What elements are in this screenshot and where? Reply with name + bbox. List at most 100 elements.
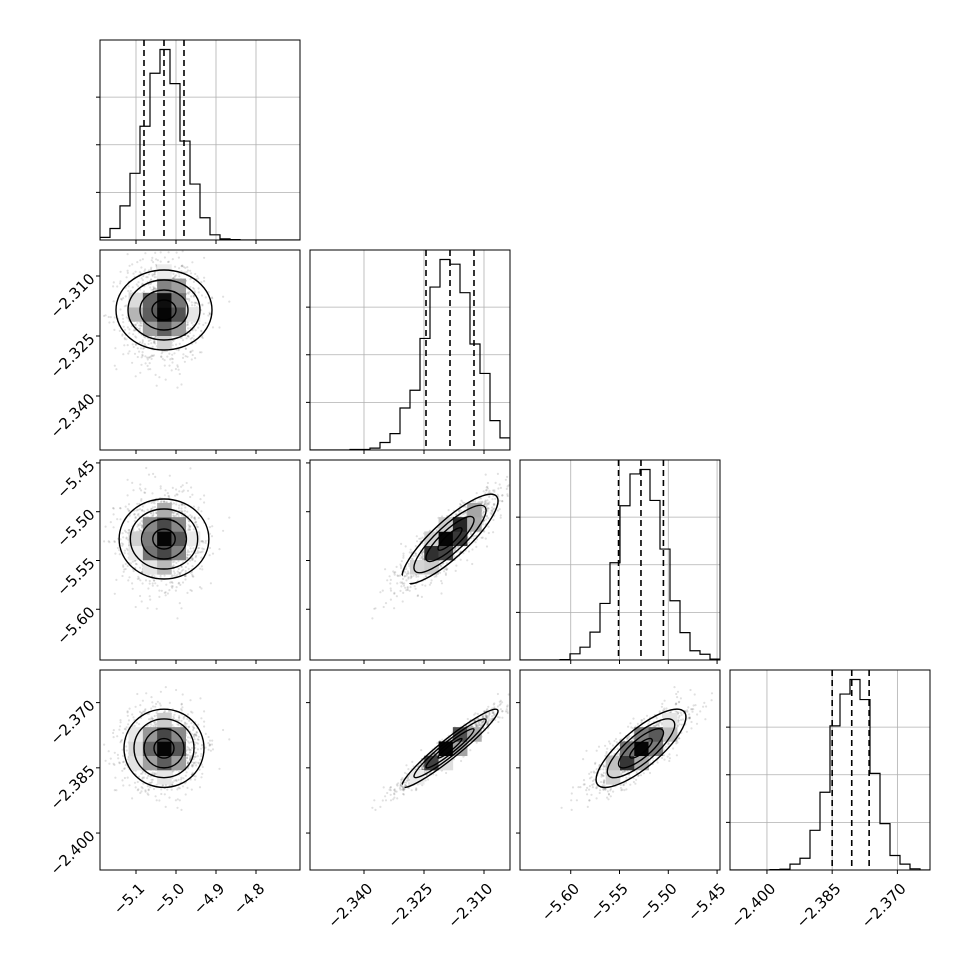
sample-point [172,564,175,567]
sample-point [395,595,398,598]
sample-point [191,558,194,561]
sample-point [400,565,403,568]
sample-point [199,567,202,570]
sample-point [475,492,478,495]
sample-point [190,788,193,791]
sample-point [133,513,136,516]
sample-point [179,510,183,513]
sample-point [501,494,504,497]
sample-point [151,256,154,259]
sample-point [506,494,509,498]
sample-point [186,786,189,790]
sample-point [505,487,508,490]
sample-point [179,724,183,728]
sample-point [402,552,405,555]
sample-point [159,251,162,254]
sample-point [154,335,157,338]
sample-point [198,762,201,765]
sample-point [177,513,180,516]
sample-point [389,598,392,601]
sample-point [174,494,177,497]
sample-point [140,716,143,720]
sample-point [482,510,485,513]
sample-point [134,335,137,338]
sample-point [406,588,409,592]
sample-point [136,789,139,792]
sample-point [153,772,156,775]
sample-point [120,298,123,301]
panel-frame [99,39,301,241]
sample-point [134,323,137,326]
sample-point [201,765,204,769]
sample-point [197,326,200,329]
sample-point [386,579,389,582]
sample-point [177,567,180,571]
sample-point [163,574,166,577]
sample-point [121,314,124,317]
sample-point [147,356,150,359]
sample-point [149,368,152,371]
sample-point [122,760,125,763]
sample-point [176,386,179,389]
sample-point [144,355,147,358]
sample-point [171,258,174,261]
sample-point [139,371,142,374]
sample-point [151,506,154,509]
sample-point [421,554,424,557]
sample-point [191,557,194,560]
sample-point [118,553,121,556]
sample-point [481,512,484,515]
sample-point [178,716,181,719]
sample-point [144,790,147,793]
sample-point [184,347,187,350]
sample-point [186,323,189,326]
sample-point [152,354,156,357]
sample-point [118,728,121,731]
sample-point [189,547,192,550]
sample-point [374,607,377,610]
density-cell [467,502,482,518]
sample-point [171,486,174,489]
sample-point [188,757,191,760]
sample-point [141,787,144,790]
sample-point [481,536,484,539]
sample-point [210,296,214,299]
sample-point [393,592,396,595]
sample-point [197,761,200,764]
sample-point [144,252,147,255]
sample-point [124,505,127,508]
density-cell [424,545,439,561]
panel-1-0: −2.340−2.325−2.310 [47,249,301,454]
sample-point [187,753,190,757]
sample-point [191,771,194,775]
sample-point [494,481,497,484]
sample-point [144,772,147,775]
sample-point [178,342,181,345]
sample-point [173,276,176,279]
sample-point [445,562,448,565]
sample-point [492,508,495,511]
sample-point [186,553,189,556]
sample-point [150,266,153,269]
sample-point [461,513,464,516]
sample-point [136,261,139,264]
sample-point [127,503,131,506]
sample-point [167,251,170,254]
sample-point [416,594,420,597]
sample-point [204,541,207,545]
sample-point [112,285,115,288]
sample-point [146,358,149,361]
sample-point [184,793,187,796]
sample-point [177,723,180,727]
sample-point [228,516,231,519]
sample-point [146,792,149,795]
sample-point [147,793,150,796]
sample-point [187,740,190,743]
sample-point [116,518,119,521]
sample-point [193,733,196,736]
sample-point [218,548,221,551]
density-cell [452,517,468,532]
sample-point [186,767,190,770]
sample-point [112,321,115,324]
sample-point [190,589,193,593]
